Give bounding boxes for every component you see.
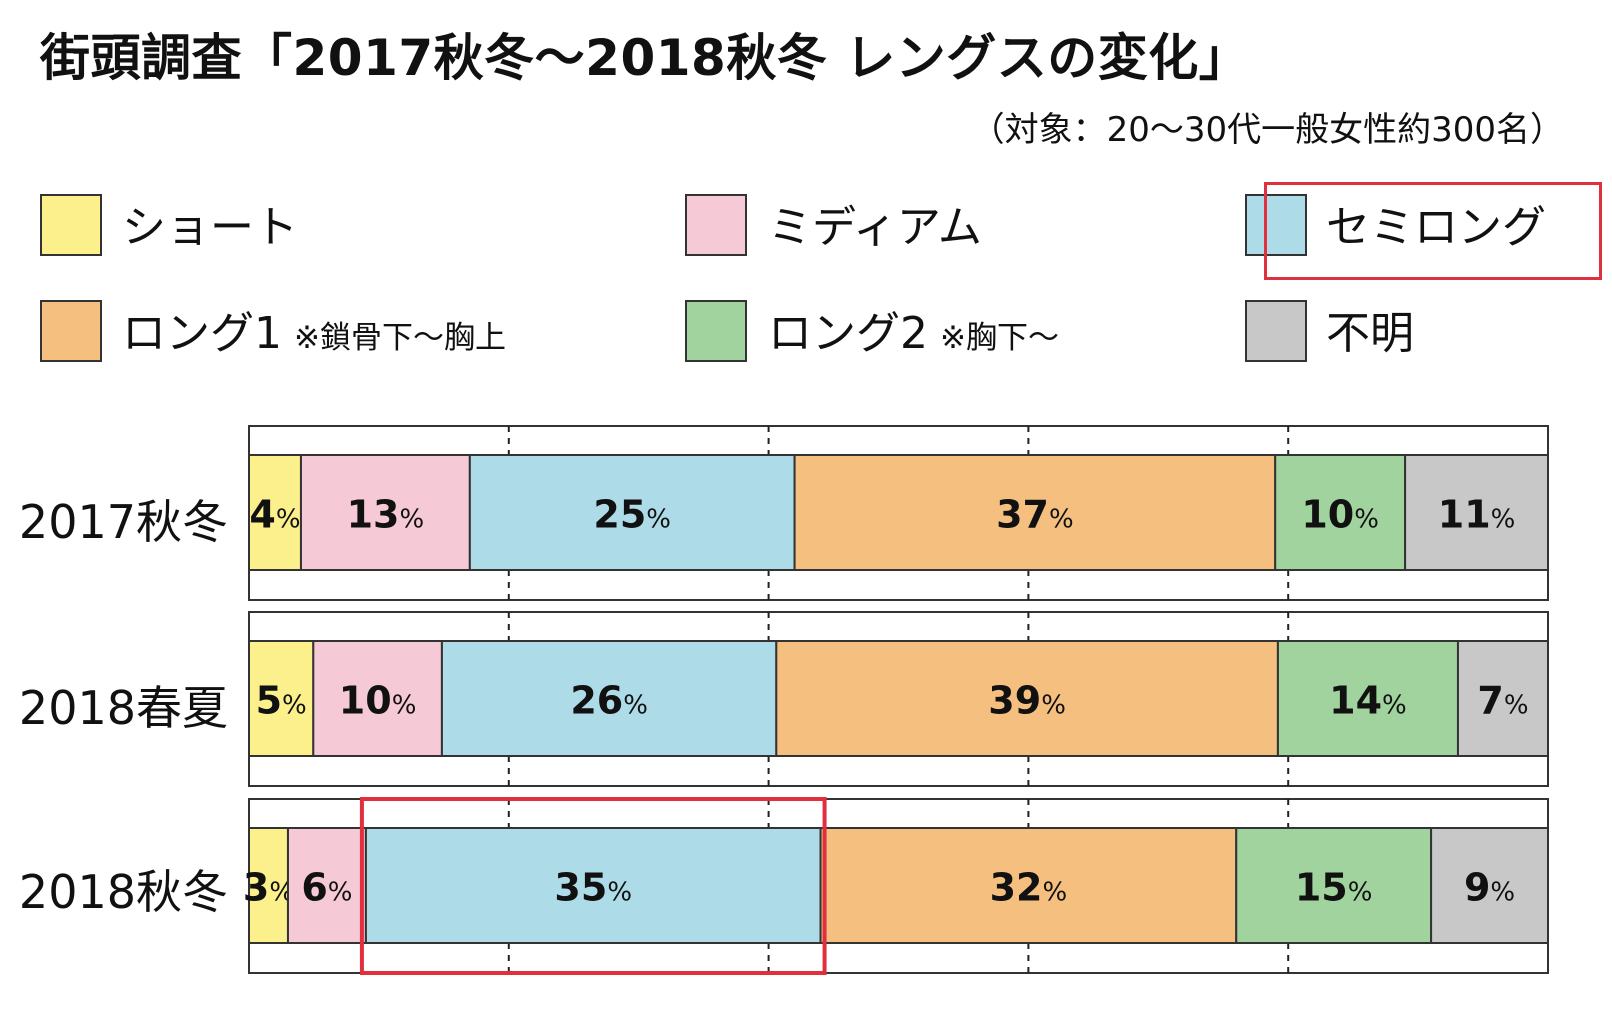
highlight-box [359, 797, 827, 975]
data-label: 4% [249, 493, 300, 537]
bar-segment [364, 827, 822, 944]
data-label: 9% [1464, 866, 1515, 910]
data-label: 26% [570, 679, 648, 723]
legend-note-long2: ※胸下〜 [940, 320, 1059, 356]
legend-label-long1: ロング1 ※鎖骨下〜胸上 [122, 308, 506, 359]
data-label: 7% [1477, 679, 1528, 723]
legend-swatch-semilong [1245, 194, 1307, 256]
bar-segment [312, 640, 443, 757]
bar-segment [1456, 640, 1550, 757]
legend-highlight-box [1264, 182, 1602, 280]
data-label: 10% [1301, 493, 1379, 537]
legend-label-short: ショート [122, 202, 298, 253]
legend-note-long1: ※鎖骨下〜胸上 [294, 320, 506, 356]
data-label: 39% [988, 679, 1066, 723]
bar-segment [248, 454, 302, 571]
legend-swatch-unknown [1245, 300, 1307, 362]
legend-label-long2: ロング2 ※胸下〜 [768, 308, 1059, 359]
bar-segment [468, 454, 796, 571]
bar-segment [1404, 454, 1549, 571]
data-label: 3% [243, 866, 294, 910]
legend-swatch-short [40, 194, 102, 256]
bar-segment [1430, 827, 1549, 944]
legend-label-unknown: 不明 [1326, 308, 1414, 359]
chart-subtitle: （対象：20〜30代一般女性約300名） [970, 110, 1564, 150]
data-label: 13% [347, 493, 425, 537]
bar-segment [286, 827, 367, 944]
legend-label-medium: ミディアム [768, 202, 982, 253]
legend-swatch-medium [685, 194, 747, 256]
category-label-2018aw: 2018秋冬 [18, 865, 228, 919]
data-label: 32% [990, 866, 1068, 910]
legend-swatch-long2 [685, 300, 747, 362]
data-label: 25% [593, 493, 671, 537]
data-label: 6% [301, 866, 352, 910]
chart-title: 街頭調査「2017秋冬〜2018秋冬 レングスの変化」 [40, 29, 1250, 87]
data-label: 11% [1438, 493, 1516, 537]
data-label: 15% [1295, 866, 1373, 910]
legend-swatch-long1 [40, 300, 102, 362]
bar-segment [248, 827, 289, 944]
data-label: 5% [256, 679, 307, 723]
bar-segment [299, 454, 471, 571]
category-label-2018ss: 2018春夏 [18, 681, 228, 735]
data-label: 37% [996, 493, 1074, 537]
data-label: 14% [1329, 679, 1407, 723]
data-label: 35% [554, 866, 632, 910]
category-label-2017aw: 2017秋冬 [18, 495, 228, 549]
bar-segment [793, 454, 1277, 571]
legend-label-semilong: セミロング [1326, 202, 1546, 253]
data-label: 10% [339, 679, 417, 723]
bar-segment [1235, 827, 1433, 944]
bar-segment [775, 640, 1279, 757]
